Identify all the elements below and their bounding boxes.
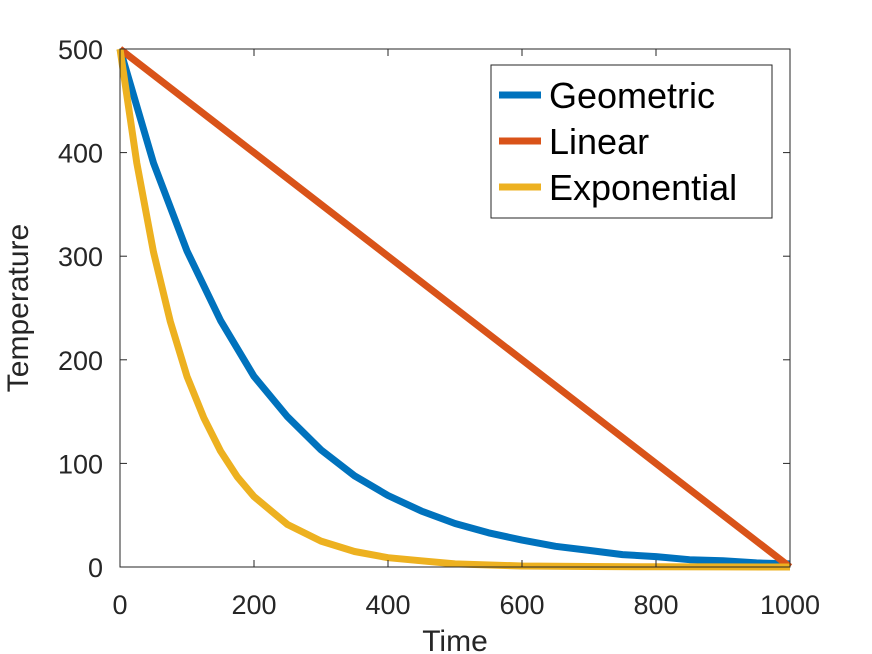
y-tick-label: 200 — [58, 346, 103, 376]
series-layer — [116, 46, 793, 571]
series-line-exponential — [116, 48, 791, 571]
series-line-geometric — [116, 48, 791, 568]
y-tick-label: 0 — [88, 553, 103, 583]
x-tick-label: 200 — [231, 590, 276, 620]
legend: Geometric Linear Exponential — [490, 64, 773, 219]
y-tick-label: 100 — [58, 449, 103, 479]
x-axis-title: Time — [422, 625, 488, 654]
x-tick-label: 0 — [112, 590, 127, 620]
y-tick-label: 500 — [58, 35, 103, 65]
x-tick-label: 800 — [633, 590, 678, 620]
legend-label-linear: Linear — [549, 121, 649, 162]
y-tick-label: 400 — [58, 139, 103, 169]
series-line-linear — [117, 46, 793, 570]
axes-box — [119, 48, 791, 568]
tick-layer: 0 200 400 600 800 1000 0 100 200 300 400 500 — [58, 35, 820, 620]
y-axis-title: Temperature — [2, 224, 35, 392]
x-tick-label: 400 — [365, 590, 410, 620]
legend-label-exponential: Exponential — [549, 167, 737, 208]
x-tick-label: 600 — [499, 590, 544, 620]
legend-label-geometric: Geometric — [549, 75, 715, 116]
y-tick-label: 300 — [58, 242, 103, 272]
x-tick-label: 1000 — [760, 590, 820, 620]
